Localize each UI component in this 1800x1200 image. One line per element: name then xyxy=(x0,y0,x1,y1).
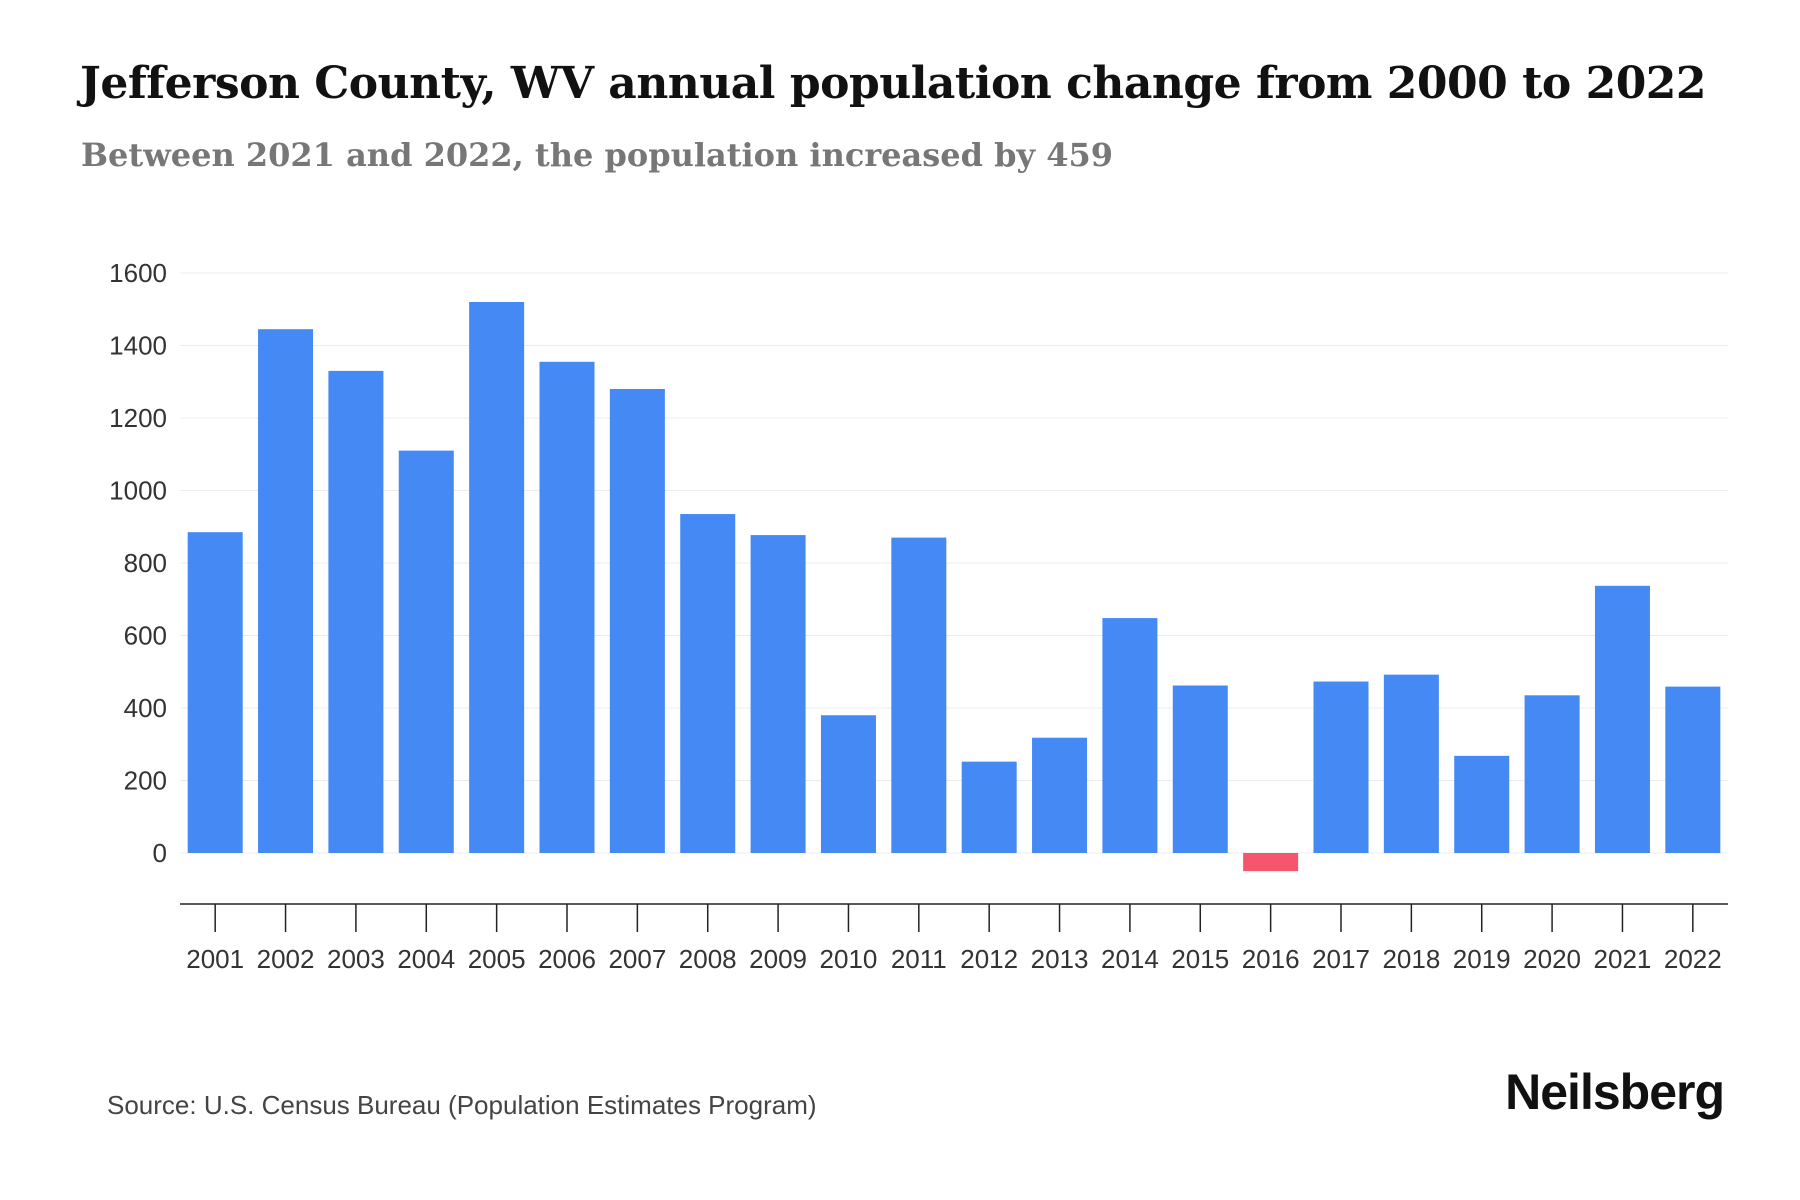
x-tick-label: 2001 xyxy=(186,944,244,974)
x-tick-label: 2005 xyxy=(468,944,526,974)
source-note: Source: U.S. Census Bureau (Population E… xyxy=(107,1090,817,1120)
y-tick-label: 400 xyxy=(124,693,167,723)
bar-2006 xyxy=(539,361,595,853)
bar-2020 xyxy=(1524,695,1580,853)
bar-2022 xyxy=(1665,686,1721,853)
y-axis-ticks: 0 200 400 600 800 1000 1200 1400 1600 xyxy=(109,258,167,868)
x-tick-label: 2012 xyxy=(960,944,1018,974)
bar-2018 xyxy=(1383,674,1439,853)
x-tick-label: 2018 xyxy=(1382,944,1440,974)
chart-subtitle: Between 2021 and 2022, the population in… xyxy=(81,136,1114,174)
y-tick-label: 0 xyxy=(153,838,167,868)
bar-2005 xyxy=(469,302,525,853)
x-tick-label: 2010 xyxy=(820,944,878,974)
x-tick-label: 2015 xyxy=(1171,944,1229,974)
bar-2009 xyxy=(750,535,806,853)
bar-2016 xyxy=(1243,853,1299,872)
x-tick-label: 2009 xyxy=(749,944,807,974)
bar-2010 xyxy=(820,715,876,853)
chart-title: Jefferson County, WV annual population c… xyxy=(80,58,1707,109)
bar-2015 xyxy=(1172,685,1228,853)
y-tick-label: 1000 xyxy=(109,476,167,506)
x-tick-label: 2004 xyxy=(397,944,455,974)
y-tick-label: 600 xyxy=(124,621,167,651)
bar-2007 xyxy=(609,389,665,853)
bar-2003 xyxy=(328,370,384,853)
bar-2021 xyxy=(1594,585,1650,853)
bar-2004 xyxy=(398,450,454,853)
y-tick-label: 1400 xyxy=(109,331,167,361)
x-tick-label: 2022 xyxy=(1664,944,1722,974)
x-tick-label: 2007 xyxy=(608,944,666,974)
x-tick-label: 2003 xyxy=(327,944,385,974)
bar-2019 xyxy=(1454,755,1510,853)
bar-2002 xyxy=(258,329,314,853)
x-tick-label: 2017 xyxy=(1312,944,1370,974)
x-tick-label: 2016 xyxy=(1242,944,1300,974)
x-tick-label: 2019 xyxy=(1453,944,1511,974)
bar-2008 xyxy=(680,514,736,853)
brand-logo: Neilsberg xyxy=(1505,1064,1725,1120)
x-tick-label: 2021 xyxy=(1594,944,1652,974)
bar-2001 xyxy=(187,532,243,853)
x-tick-label: 2006 xyxy=(538,944,596,974)
y-tick-label: 800 xyxy=(124,548,167,578)
x-tick-label: 2008 xyxy=(679,944,737,974)
bar-2017 xyxy=(1313,681,1369,853)
bar-2013 xyxy=(1032,737,1088,853)
y-tick-label: 1200 xyxy=(109,403,167,433)
x-tick-label: 2020 xyxy=(1523,944,1581,974)
x-tick-label: 2002 xyxy=(257,944,315,974)
x-tick-label: 2011 xyxy=(891,944,947,974)
x-tick-label: 2013 xyxy=(1031,944,1089,974)
bar-2014 xyxy=(1102,618,1158,853)
bars xyxy=(187,302,1721,872)
bar-2012 xyxy=(961,761,1017,853)
x-axis: 2001 2002 2003 2004 2005 2006 2007 2008 2009 2010… xyxy=(180,903,1728,974)
x-tick-label: 2014 xyxy=(1101,944,1159,974)
y-tick-label: 200 xyxy=(124,766,167,796)
bar-2011 xyxy=(891,537,947,853)
y-tick-label: 1600 xyxy=(109,258,167,288)
